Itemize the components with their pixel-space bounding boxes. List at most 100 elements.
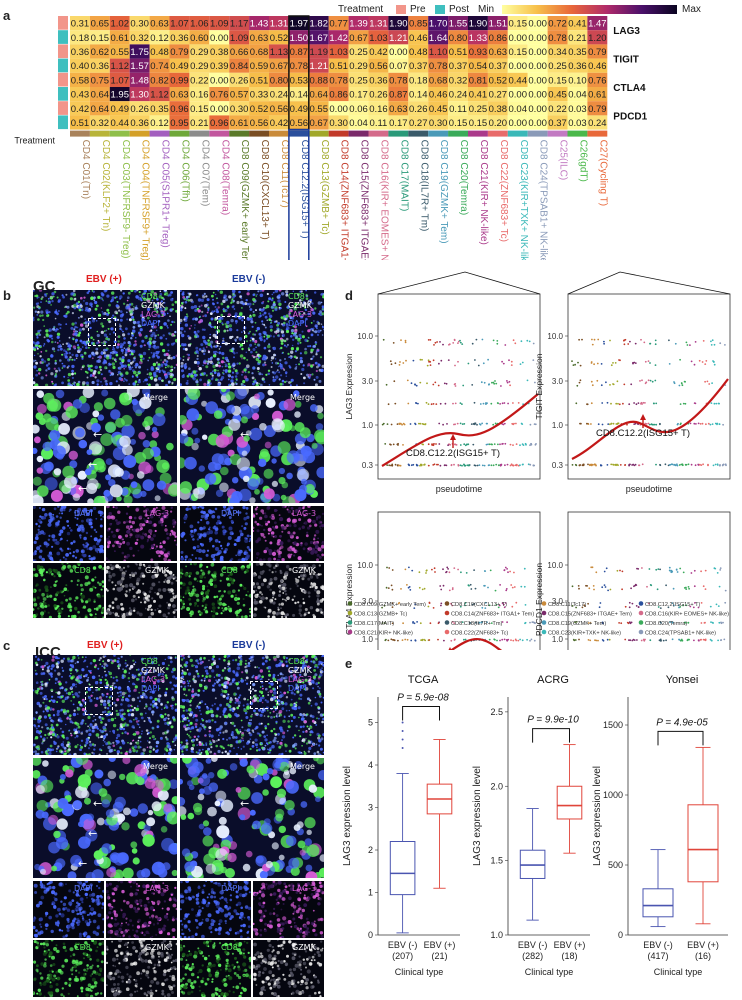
cell: [281, 530, 284, 533]
cell: [143, 517, 145, 520]
cell: [272, 611, 276, 615]
cell: [213, 310, 216, 313]
cell: [132, 732, 137, 736]
cell: [303, 306, 307, 309]
cell: [103, 489, 111, 497]
cell: [175, 543, 177, 546]
cell: [150, 608, 153, 611]
cell: [167, 349, 170, 352]
cell: [180, 309, 183, 312]
cell: [201, 604, 204, 607]
cell: [55, 580, 58, 583]
cell: [251, 376, 255, 380]
cell: [170, 324, 173, 326]
cell: [106, 515, 111, 520]
cell: [48, 534, 51, 537]
cell: [69, 384, 73, 386]
cell: [309, 606, 314, 610]
heatmap-cell-value: 0.80: [449, 33, 468, 44]
heatmap-cell-value: 1.95: [111, 90, 130, 101]
cell: [316, 558, 319, 561]
cell: [299, 356, 303, 360]
cell: [291, 316, 295, 320]
cell: [34, 669, 37, 672]
cell: [239, 346, 241, 348]
cell: [283, 344, 286, 347]
cell: [92, 506, 97, 511]
cell: [134, 340, 137, 343]
cell: [72, 712, 77, 717]
cell: [180, 361, 184, 365]
cell: [188, 336, 192, 340]
cell: [290, 329, 295, 333]
cell: [173, 321, 176, 324]
heatmap-cell-value: 0.74: [150, 61, 169, 72]
cell: [274, 290, 279, 293]
heatmap-cell: [388, 115, 409, 130]
cell: [106, 294, 110, 298]
cell: [237, 589, 240, 592]
cell: [59, 590, 63, 594]
cell: [91, 578, 95, 582]
cell: [204, 473, 217, 485]
cell: [65, 350, 68, 353]
cell: [256, 522, 260, 526]
cell: [303, 382, 306, 385]
cell: [151, 582, 156, 587]
cell: [153, 677, 156, 679]
cell: [119, 392, 130, 403]
cell: [126, 299, 129, 302]
cell: [71, 364, 75, 369]
cell: [69, 356, 72, 359]
cell: [267, 532, 270, 535]
cell: [164, 693, 168, 697]
heatmap-cell: [547, 101, 568, 116]
cell: [162, 570, 166, 574]
cell: [222, 602, 226, 607]
cell: [181, 292, 185, 296]
cell: [255, 382, 259, 385]
cell: [35, 373, 38, 377]
cell: [97, 356, 99, 359]
cell: [65, 342, 68, 345]
cell: [210, 345, 213, 348]
cell: [295, 366, 298, 368]
cell: [102, 616, 104, 618]
cell: [168, 293, 172, 297]
cell: [42, 696, 45, 699]
cell: [116, 712, 120, 716]
cell: [110, 327, 114, 331]
cell: [102, 312, 106, 316]
cell: [85, 542, 88, 545]
cell: [302, 547, 306, 551]
cell: [124, 669, 127, 672]
cell: [180, 595, 182, 598]
cell: [166, 312, 169, 315]
cell: [137, 705, 139, 707]
cell: [121, 551, 125, 555]
heatmap-cell: [408, 72, 429, 87]
cell: [259, 293, 264, 298]
cell: [70, 614, 75, 618]
cell: [96, 551, 99, 554]
cell: [133, 607, 136, 610]
cell: [86, 449, 93, 455]
panel-b-channel-gzmk-neg: GZMK: [288, 301, 312, 310]
cell: [268, 297, 272, 301]
cell: [278, 290, 282, 292]
cell: [65, 584, 68, 587]
cell: [180, 598, 182, 602]
cell: [293, 524, 297, 528]
cell: [66, 305, 70, 309]
panel-b-channel-lag3-neg: LAG-3: [288, 310, 313, 319]
cell: [293, 307, 296, 310]
cell: [166, 371, 171, 376]
cell: [49, 744, 53, 748]
cell: [38, 588, 42, 592]
cell: [150, 351, 153, 354]
cell: [212, 302, 215, 306]
cell: [284, 598, 286, 601]
cell: [181, 333, 185, 338]
cell: [253, 573, 257, 577]
cell: [79, 348, 82, 351]
